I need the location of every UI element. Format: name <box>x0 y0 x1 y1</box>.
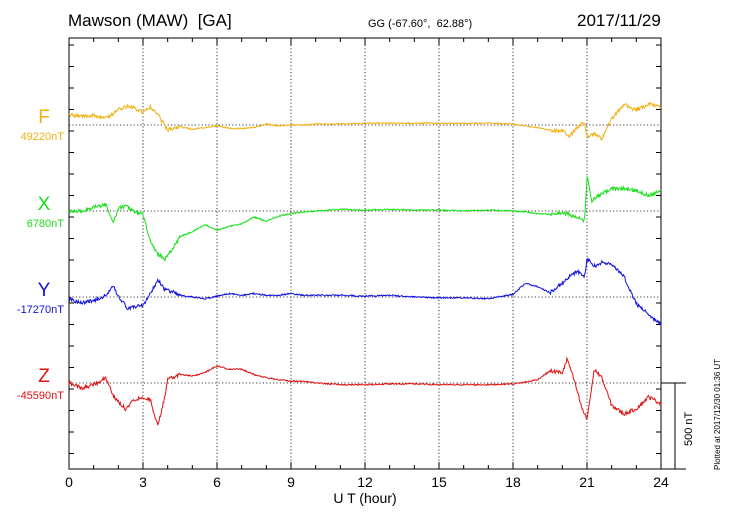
tick-marks <box>68 38 662 469</box>
baseline-value-f: 49220nT <box>21 131 65 143</box>
baseline-value-x: 6780nT <box>27 218 65 230</box>
series-line-y <box>68 256 662 327</box>
station-title: Mawson (MAW) [GA] <box>68 11 232 30</box>
series-line-f <box>68 101 662 141</box>
series-labels: F 49220nT X 6780nT Y -17270nT Z -45590nT <box>17 107 64 402</box>
baseline-value-y: -17270nT <box>17 304 64 316</box>
baseline-value-z: -45590nT <box>17 390 64 402</box>
x-tick-label: 24 <box>653 474 669 490</box>
x-axis-label: U T (hour) <box>333 490 396 506</box>
series-line-z <box>68 356 662 426</box>
series-name-f: F <box>38 107 50 128</box>
x-tick-label: 12 <box>357 474 373 490</box>
series-name-y: Y <box>38 280 51 301</box>
station-coordinates: GG (-67.60°, 62.88°) <box>368 18 473 30</box>
series-name-x: X <box>38 194 51 215</box>
scale-bar-label: 500 nT <box>683 411 695 446</box>
x-tick-label: 18 <box>505 474 521 490</box>
x-tick-label: 9 <box>287 474 295 490</box>
baselines <box>69 124 661 384</box>
x-tick-labels: 0 3 6 9 12 15 18 21 24 <box>65 474 669 490</box>
series-name-z: Z <box>38 366 50 387</box>
x-tick-label: 6 <box>213 474 221 490</box>
x-tick-label: 21 <box>579 474 595 490</box>
series-lines <box>68 101 662 426</box>
grid-lines <box>142 38 588 469</box>
x-tick-label: 15 <box>431 474 447 490</box>
x-tick-label: 0 <box>65 474 73 490</box>
plotted-note: Plotted at 2017/12/30 01:36 UT <box>713 358 722 470</box>
series-line-x <box>68 176 662 262</box>
scale-bar <box>661 382 686 470</box>
chart-date: 2017/11/29 <box>577 11 661 30</box>
x-tick-label: 3 <box>139 474 147 490</box>
